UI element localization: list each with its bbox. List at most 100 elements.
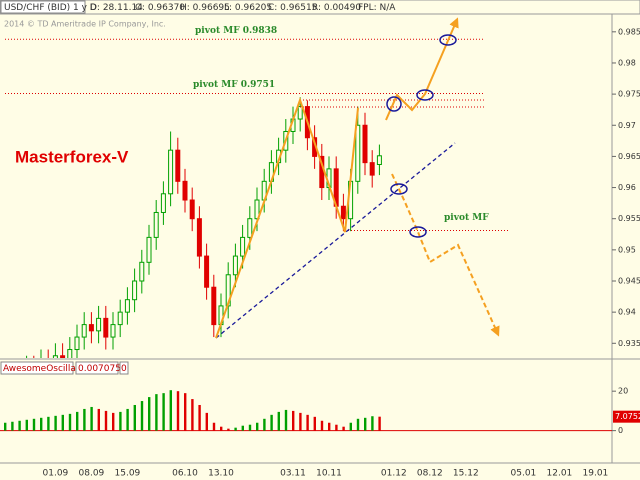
candle-body xyxy=(175,149,181,182)
osc-bar xyxy=(342,426,345,431)
candle-body xyxy=(189,199,195,220)
candle-body xyxy=(52,355,58,358)
osc-bar xyxy=(97,408,100,431)
osc-bar xyxy=(270,414,273,431)
osc-bar xyxy=(191,399,194,431)
x-tick-label: 10.11 xyxy=(316,469,342,479)
osc-bar xyxy=(119,411,122,431)
osc-bar xyxy=(349,422,352,431)
pivot-label: pivot MF xyxy=(444,213,489,223)
candle-body xyxy=(132,280,138,301)
candle-body xyxy=(110,324,116,338)
candle-body xyxy=(60,355,66,358)
osc-field-box xyxy=(119,361,129,375)
osc-bar xyxy=(220,426,223,431)
osc-bar xyxy=(205,412,208,431)
candle-body xyxy=(211,286,217,326)
candle-body xyxy=(146,236,152,263)
osc-bar xyxy=(313,416,316,431)
y-tick-label: 0.975 xyxy=(618,90,640,99)
osc-bar xyxy=(335,424,338,431)
zigzag xyxy=(215,96,359,339)
x-tick-label: 08.12 xyxy=(417,469,443,479)
osc-bar xyxy=(169,390,172,431)
header-field: L: 0.96205 xyxy=(224,3,272,13)
candle-body xyxy=(139,261,145,282)
candle-body xyxy=(254,199,260,220)
candle-body xyxy=(232,255,238,276)
candle-body xyxy=(340,205,346,220)
candle-body xyxy=(81,324,87,338)
osc-bar xyxy=(292,410,295,431)
osc-value-box xyxy=(75,361,119,375)
header-bar xyxy=(0,0,640,15)
y-tick-label: 0.945 xyxy=(618,277,640,286)
last-value-box xyxy=(613,410,640,423)
osc-bar xyxy=(126,408,129,431)
candle-body xyxy=(240,236,246,257)
y-tick-label: 0.95 xyxy=(618,245,636,254)
y-tick-label: 20 xyxy=(618,387,628,396)
osc-bar xyxy=(104,410,108,431)
y-tick-label: 0.965 xyxy=(618,152,640,161)
x-tick-label: 08.09 xyxy=(79,469,105,479)
candle-body xyxy=(117,311,123,326)
osc-bar xyxy=(133,404,136,431)
y-tick-label: 0.985 xyxy=(618,27,640,36)
forecast-up xyxy=(385,17,459,121)
osc-bar xyxy=(76,411,79,431)
osc-bar xyxy=(90,406,93,431)
header-field: C: 0.96515 xyxy=(268,3,317,13)
y-tick-label: 0.935 xyxy=(618,339,640,348)
y-tick-label: 0 xyxy=(618,426,623,435)
x-tick-label: 06.10 xyxy=(172,469,198,479)
pivot-label: pivot MF 0.9838 xyxy=(195,26,277,36)
trend-line xyxy=(215,142,456,339)
osc-bar xyxy=(184,393,187,431)
candle-body xyxy=(196,218,202,257)
y-tick-label: 0.955 xyxy=(618,214,640,223)
osc-bar xyxy=(241,425,244,431)
symbol-box xyxy=(0,0,86,14)
marker-ellipse xyxy=(416,89,434,101)
osc-bar xyxy=(25,419,28,431)
x-tick-label: 19.01 xyxy=(583,469,609,479)
candle-body xyxy=(247,218,253,238)
osc-bar xyxy=(54,415,57,431)
osc-bar xyxy=(306,414,309,431)
candle-body xyxy=(103,317,109,338)
x-tick-label: 01.12 xyxy=(381,469,407,479)
osc-bar xyxy=(212,422,216,431)
candle-body xyxy=(182,180,188,201)
osc-bar xyxy=(328,422,331,431)
candle-body xyxy=(88,324,94,332)
osc-bar xyxy=(18,420,21,431)
x-tick-label: 15.12 xyxy=(453,469,479,479)
osc-bar xyxy=(371,416,374,431)
marker-ellipse xyxy=(390,183,408,195)
osc-bar xyxy=(47,416,50,431)
candle-body xyxy=(168,149,174,195)
osc-bar xyxy=(356,418,360,431)
y-tick-label: 0.98 xyxy=(618,58,636,67)
last-value-label: 7.0752 xyxy=(615,412,640,421)
osc-bar xyxy=(263,418,266,431)
x-tick-label: 12.01 xyxy=(547,469,573,479)
marker-ellipse xyxy=(439,34,457,46)
osc-bar xyxy=(299,412,302,431)
osc-bar xyxy=(40,417,43,431)
osc-bar xyxy=(68,413,72,431)
x-tick-label: 13.10 xyxy=(208,469,234,479)
osc-bar xyxy=(320,420,324,431)
y-tick-label: 0.94 xyxy=(618,308,636,317)
osc-bar xyxy=(155,394,158,431)
osc-bar xyxy=(227,428,230,431)
osc-bar xyxy=(83,408,86,431)
osc-bar xyxy=(378,416,381,431)
osc-bar xyxy=(32,418,36,431)
header-field: D: 28.11.14 xyxy=(90,3,143,13)
osc-bar xyxy=(364,417,367,431)
candle-body xyxy=(96,317,102,332)
y-tick-label: 0.96 xyxy=(618,183,636,192)
